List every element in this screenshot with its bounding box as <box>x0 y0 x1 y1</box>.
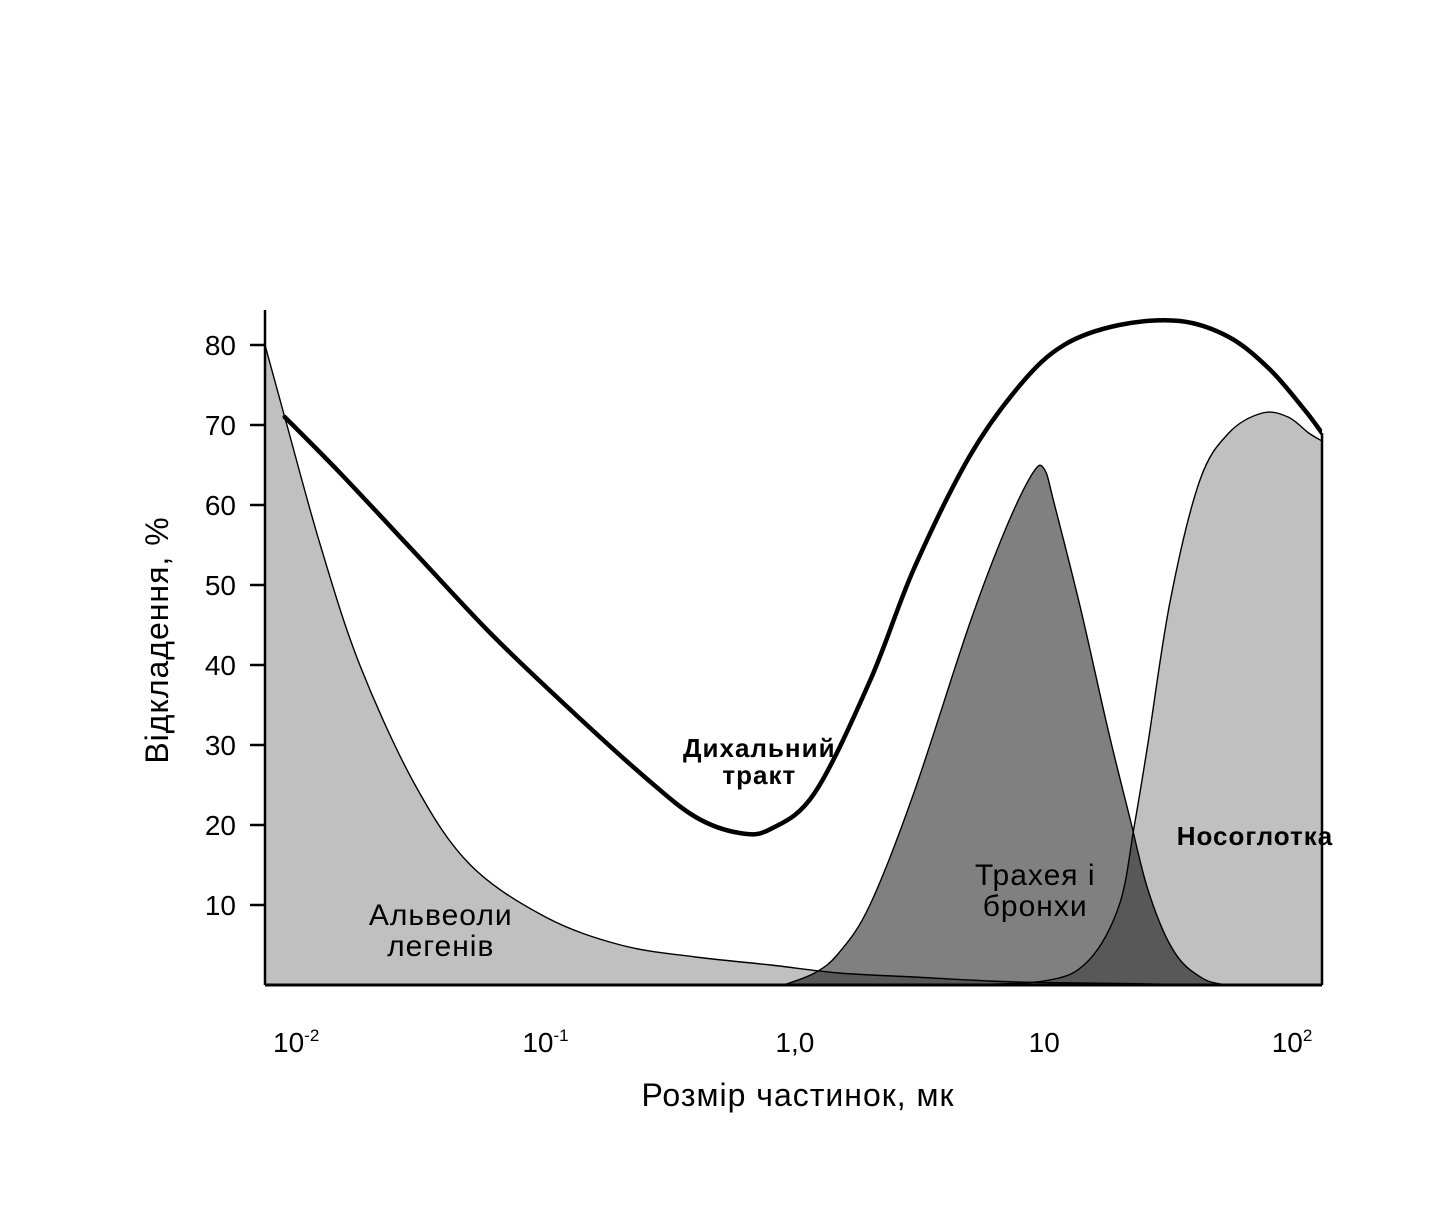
y-tick-label: 40 <box>205 650 236 681</box>
y-axis-title: Відкладення, % <box>139 516 175 763</box>
y-tick-label: 50 <box>205 570 236 601</box>
x-axis-ticks: 10-2 10-1 1,0 10 102 <box>273 1026 1312 1058</box>
x-tick-label: 10 <box>1029 1027 1060 1058</box>
region-label: Альвеоли легенів <box>369 899 513 963</box>
y-tick-label: 30 <box>205 730 236 761</box>
series-2-outline <box>944 411 1322 985</box>
x-axis-title: Розмір частинок, мк <box>641 1077 954 1113</box>
y-tick-label: 20 <box>205 810 236 841</box>
region-label: Дихальний тракт <box>683 733 836 790</box>
series-0-outline <box>265 344 1322 985</box>
region-label: Трахея і бронхи <box>975 859 1096 923</box>
line-layer <box>265 317 1322 985</box>
area-layer <box>265 345 1322 985</box>
x-tick-label: 10-2 <box>273 1026 319 1058</box>
region-label: Носоглотка <box>1177 821 1333 851</box>
series-0-area <box>265 345 1322 985</box>
y-tick-label: 80 <box>205 330 236 361</box>
series-3-line <box>282 317 1322 837</box>
x-tick-label: 102 <box>1272 1026 1313 1058</box>
y-axis-ticks: 10 20 30 40 50 60 70 80 <box>205 330 265 921</box>
x-tick-label: 10-1 <box>522 1026 568 1058</box>
y-tick-label: 10 <box>205 890 236 921</box>
x-tick-label: 1,0 <box>775 1027 814 1058</box>
series-2-area <box>945 412 1322 985</box>
series-1-area <box>783 465 1322 985</box>
y-tick-label: 60 <box>205 490 236 521</box>
series-1-outline <box>783 464 1322 985</box>
region-labels: Дихальний тракт Альвеоли легенів Трахея і бро… <box>369 733 1333 963</box>
y-tick-label: 70 <box>205 410 236 441</box>
axes <box>263 310 1324 987</box>
